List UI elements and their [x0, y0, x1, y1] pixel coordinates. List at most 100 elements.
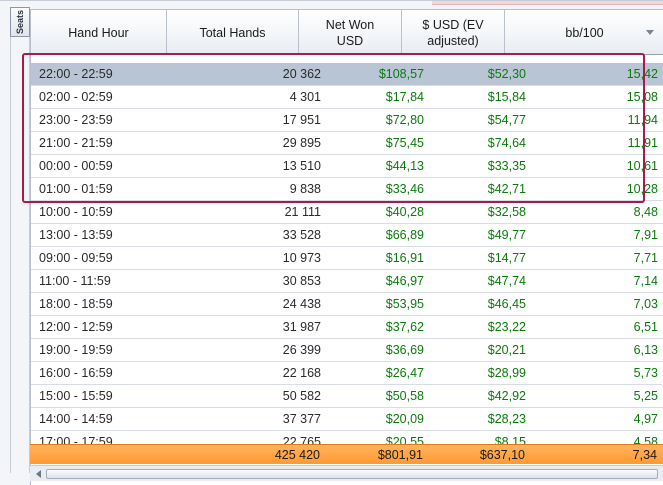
column-header-usd-ev-adjusted[interactable]: $ USD (EV adjusted): [402, 10, 505, 55]
cell-ev-adjusted: $28,99: [487, 366, 526, 380]
table-row[interactable]: 18:00 - 18:59 24 438 $53,95 $46,45 7,03: [31, 293, 663, 316]
table-row[interactable]: 16:00 - 16:59 22 168 $26,47 $28,99 5,73: [31, 362, 663, 385]
table-row[interactable]: 01:00 - 01:59 9 838 $33,46 $42,71 10,28: [31, 178, 663, 201]
column-header-total-hands[interactable]: Total Hands: [167, 10, 299, 55]
column-header-label: Hand Hour: [68, 25, 129, 40]
cell-total-hands: 20 362: [282, 67, 321, 81]
cell-bb100: 10,28: [626, 182, 658, 196]
cell-net-won: $46,97: [385, 274, 424, 288]
cell-total-hands: 37 377: [282, 412, 321, 426]
cell-hand-hour: 10:00 - 10:59: [39, 205, 113, 219]
cell-net-won: $66,89: [385, 228, 424, 242]
cell-total-hands: 24 438: [282, 297, 321, 311]
cell-ev-adjusted: $52,30: [487, 67, 526, 81]
table-row[interactable]: 12:00 - 12:59 31 987 $37,62 $23,22 6,51: [31, 316, 663, 339]
cell-ev-adjusted: $54,77: [487, 113, 526, 127]
cell-hand-hour: 22:00 - 22:59: [39, 67, 113, 81]
cell-bb100: 10,61: [626, 159, 658, 173]
cell-hand-hour: 02:00 - 02:59: [39, 90, 113, 104]
cell-total-hands: 26 399: [282, 343, 321, 357]
table-row[interactable]: 00:00 - 00:59 13 510 $44,13 $33,35 10,61: [31, 155, 663, 178]
cell-net-won: $44,13: [385, 159, 424, 173]
cell-hand-hour: 18:00 - 18:59: [39, 297, 113, 311]
cell-hand-hour: 16:00 - 16:59: [39, 366, 113, 380]
cell-total-hands: 4 301: [289, 90, 321, 104]
table-row[interactable]: 02:00 - 02:59 4 301 $17,84 $15,84 15,08: [31, 86, 663, 109]
cell-hand-hour: 12:00 - 12:59: [39, 320, 113, 334]
cell-hand-hour: 21:00 - 21:59: [39, 136, 113, 150]
cell-ev-adjusted: $14,77: [487, 251, 526, 265]
total-hands: 425 420: [274, 448, 320, 462]
seats-side-tab-label: Seats: [15, 9, 25, 35]
totals-row: 425 420 $801,91 $637,10 7,34: [30, 444, 663, 464]
cell-bb100: 6,51: [633, 320, 658, 334]
cell-total-hands: 30 853: [282, 274, 321, 288]
cell-bb100: 6,13: [633, 343, 658, 357]
cell-total-hands: 10 973: [282, 251, 321, 265]
stats-grid: Hand Hour Total Hands Net Won USD $ USD …: [30, 9, 663, 485]
column-header-label: Net Won USD: [325, 17, 375, 48]
cell-total-hands: 17 951: [282, 113, 321, 127]
table-row[interactable]: 09:00 - 09:59 10 973 $16,91 $14,77 7,71: [31, 247, 663, 270]
horizontal-scrollbar[interactable]: [30, 465, 663, 481]
table-row[interactable]: 11:00 - 11:59 30 853 $46,97 $47,74 7,14: [31, 270, 663, 293]
cell-net-won: $50,58: [385, 389, 424, 403]
seats-side-tab[interactable]: Seats: [10, 7, 30, 37]
cell-net-won: $75,45: [385, 136, 424, 150]
cell-total-hands: 9 838: [289, 182, 321, 196]
table-row[interactable]: 15:00 - 15:59 50 582 $50,58 $42,92 5,25: [31, 385, 663, 408]
cell-total-hands: 21 111: [284, 205, 321, 219]
cell-net-won: $26,47: [385, 366, 424, 380]
cell-total-hands: 31 987: [282, 320, 321, 334]
cell-total-hands: 50 582: [282, 389, 321, 403]
cell-net-won: $20,09: [385, 412, 424, 426]
chevron-down-icon[interactable]: [646, 30, 654, 35]
cell-hand-hour: 01:00 - 01:59: [39, 182, 113, 196]
cell-ev-adjusted: $15,84: [487, 90, 526, 104]
table-row[interactable]: 22:00 - 22:59 20 362 $108,57 $52,30 15,42: [31, 63, 663, 86]
column-header-net-won-usd[interactable]: Net Won USD: [299, 10, 402, 55]
cell-ev-adjusted: $20,21: [487, 343, 526, 357]
cell-total-hands: 13 510: [282, 159, 321, 173]
cell-hand-hour: 14:00 - 14:59: [39, 412, 113, 426]
grid-header: Hand Hour Total Hands Net Won USD $ USD …: [31, 10, 663, 55]
total-bb100: 7,34: [632, 448, 657, 462]
cell-bb100: 5,73: [633, 366, 658, 380]
cell-net-won: $108,57: [378, 67, 424, 81]
cell-net-won: $17,84: [385, 90, 424, 104]
cell-ev-adjusted: $28,23: [487, 412, 526, 426]
cell-net-won: $36,69: [385, 343, 424, 357]
cell-net-won: $72,80: [385, 113, 424, 127]
cell-bb100: 11,94: [627, 113, 658, 127]
cell-bb100: 7,14: [633, 274, 658, 288]
cell-hand-hour: 15:00 - 15:59: [39, 389, 113, 403]
cell-bb100: 7,03: [633, 297, 658, 311]
cell-ev-adjusted: $74,64: [487, 136, 526, 150]
table-row[interactable]: 10:00 - 10:59 21 111 $40,28 $32,58 8,48: [31, 201, 663, 224]
window-top-strip: [432, 1, 663, 5]
cell-ev-adjusted: $49,77: [487, 228, 526, 242]
cell-bb100: 15,42: [626, 67, 658, 81]
column-header-hand-hour[interactable]: Hand Hour: [31, 10, 167, 55]
cell-total-hands: 22 168: [282, 366, 321, 380]
table-row[interactable]: 14:00 - 14:59 37 377 $20,09 $28,23 4,97: [31, 408, 663, 431]
column-header-bb100[interactable]: bb/100: [505, 10, 663, 55]
table-row[interactable]: 13:00 - 13:59 33 528 $66,89 $49,77 7,91: [31, 224, 663, 247]
cell-bb100: 7,91: [633, 228, 658, 242]
arrow-left-icon[interactable]: [32, 469, 44, 479]
total-net-won: $801,91: [377, 448, 423, 462]
cell-bb100: 7,71: [633, 251, 658, 265]
cell-ev-adjusted: $42,92: [487, 389, 526, 403]
cell-ev-adjusted: $33,35: [487, 159, 526, 173]
table-row[interactable]: 21:00 - 21:59 29 895 $75,45 $74,64 11,91: [31, 132, 663, 155]
cell-net-won: $40,28: [385, 205, 424, 219]
table-row[interactable]: 23:00 - 23:59 17 951 $72,80 $54,77 11,94: [31, 109, 663, 132]
cell-hand-hour: 11:00 - 11:59: [39, 274, 111, 288]
grid-rows: 22:00 - 22:59 20 362 $108,57 $52,30 15,42 02:…: [31, 63, 663, 454]
cell-bb100: 15,08: [626, 90, 658, 104]
table-row[interactable]: 19:00 - 19:59 26 399 $36,69 $20,21 6,13: [31, 339, 663, 362]
column-header-label: bb/100: [565, 25, 604, 40]
scrollbar-thumb[interactable]: [46, 469, 658, 479]
column-header-label: $ USD (EV adjusted): [422, 17, 484, 48]
